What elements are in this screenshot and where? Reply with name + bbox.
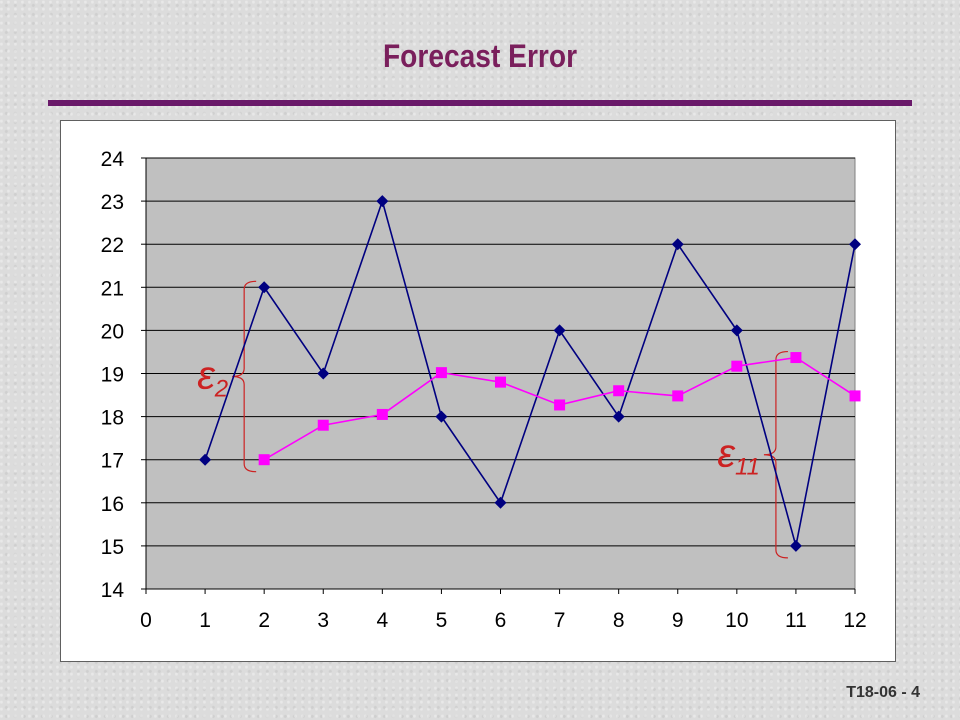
x-tick-label: 7 [554,609,566,632]
data-point [494,496,507,509]
y-tick-label: 23 [101,191,124,214]
series-line [204,198,856,547]
x-tick-label: 9 [672,609,684,632]
slide-number: T18-06 - 4 [846,684,920,701]
y-tick-label: 22 [101,234,124,257]
data-point [495,376,506,388]
data-point [435,410,448,423]
data-point [435,367,447,379]
y-tick-label: 17 [101,450,124,473]
data-point [554,399,566,411]
data-point [790,352,802,364]
data-point [317,367,330,380]
x-tick-label: 8 [613,609,625,632]
y-tick-label: 16 [101,493,124,516]
x-tick-label: 12 [843,609,866,632]
data-point [731,360,743,372]
x-tick-label: 3 [317,609,329,632]
data-point [258,454,270,466]
x-tick-label: 11 [785,609,807,632]
data-point [199,453,212,466]
y-tick-label: 19 [101,364,124,387]
data-point [789,539,802,552]
x-tick-label: 10 [725,609,748,632]
y-tick-label: 18 [101,407,124,430]
data-point [317,419,329,431]
data-point [730,324,743,337]
data-point [849,238,861,251]
error-label: ε2 [197,354,228,403]
error-label: ε11 [717,432,760,481]
data-point [671,238,684,251]
data-point [612,410,625,423]
y-tick-label: 14 [101,579,125,602]
data-point [258,281,271,294]
data-point [613,385,625,397]
data-point [849,390,861,402]
x-tick-label: 1 [199,609,211,632]
error-brace [232,280,257,473]
data-point [376,195,389,208]
data-point [376,408,388,420]
x-tick-label: 2 [258,609,270,632]
data-point [553,324,566,337]
title-divider [48,100,912,106]
chart-frame: 14 15 16 17 18 19 20 21 22 23 24 0 1 2 3 4 5 6 7 8 9 10 11 12 ε… [60,120,896,662]
x-tick-label: 6 [495,609,507,632]
error-brace [763,350,788,559]
x-tick-label: 5 [436,609,448,632]
x-tick-label: 0 [140,609,152,632]
y-tick-label: 24 [101,148,125,171]
data-point [672,390,684,402]
slide-title: Forecast Error [382,38,578,74]
y-tick-label: 21 [101,277,124,300]
y-tick-label: 15 [101,536,124,559]
x-tick-label: 4 [376,609,388,632]
y-tick-label: 20 [101,320,124,343]
